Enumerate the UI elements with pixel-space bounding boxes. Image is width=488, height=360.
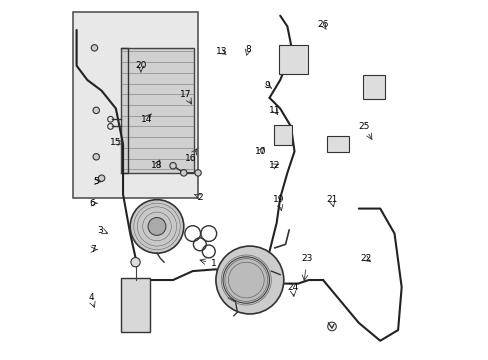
Circle shape	[93, 154, 99, 160]
FancyBboxPatch shape	[363, 75, 384, 99]
Circle shape	[223, 257, 269, 303]
Text: 13: 13	[215, 47, 226, 56]
FancyBboxPatch shape	[279, 45, 307, 74]
Text: 4: 4	[88, 293, 94, 302]
Text: 1: 1	[211, 260, 217, 269]
Text: 9: 9	[264, 81, 270, 90]
Polygon shape	[121, 48, 194, 173]
Text: 26: 26	[317, 20, 328, 29]
Text: 7: 7	[90, 245, 95, 254]
Text: 22: 22	[360, 254, 371, 263]
Text: 3: 3	[97, 225, 102, 234]
Text: 21: 21	[325, 195, 337, 204]
Circle shape	[194, 170, 201, 176]
Text: 12: 12	[268, 161, 280, 170]
Circle shape	[216, 246, 283, 314]
Text: 18: 18	[151, 161, 163, 170]
Circle shape	[148, 217, 165, 235]
Text: 23: 23	[301, 254, 312, 263]
Circle shape	[91, 45, 98, 51]
Text: 10: 10	[254, 147, 266, 156]
Text: 25: 25	[358, 122, 369, 131]
FancyBboxPatch shape	[121, 278, 149, 332]
Circle shape	[180, 170, 186, 176]
Text: 6: 6	[90, 199, 95, 208]
Text: 24: 24	[286, 283, 298, 292]
Text: 19: 19	[272, 195, 284, 204]
FancyBboxPatch shape	[273, 125, 291, 145]
Text: 5: 5	[93, 177, 99, 186]
Text: 16: 16	[185, 154, 196, 163]
Text: 17: 17	[180, 90, 191, 99]
Text: 11: 11	[268, 106, 280, 115]
Text: 8: 8	[244, 45, 250, 54]
Text: 14: 14	[140, 115, 152, 124]
FancyBboxPatch shape	[326, 136, 348, 153]
Text: 2: 2	[197, 193, 202, 202]
Text: 20: 20	[135, 61, 146, 70]
Circle shape	[169, 162, 176, 169]
Circle shape	[93, 107, 99, 113]
FancyBboxPatch shape	[73, 12, 198, 198]
Circle shape	[131, 257, 140, 267]
Circle shape	[98, 175, 104, 181]
Text: 15: 15	[110, 138, 122, 147]
Circle shape	[130, 200, 183, 253]
